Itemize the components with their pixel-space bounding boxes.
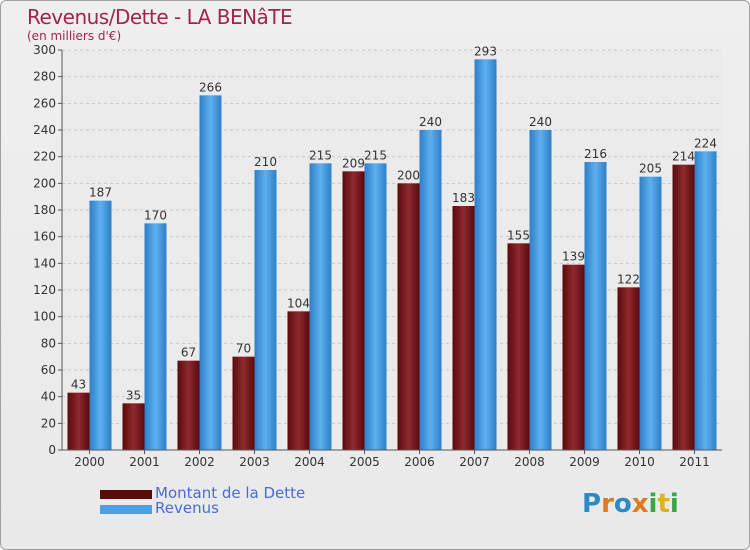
legend-swatch-dette bbox=[100, 490, 152, 499]
bar-revenus bbox=[199, 95, 222, 450]
proxiti-logo: Proxiti bbox=[582, 489, 679, 519]
x-tick-label: 2000 bbox=[74, 455, 105, 469]
x-tick-label: 2004 bbox=[294, 455, 325, 469]
data-label: 67 bbox=[181, 346, 196, 360]
y-tick-label: 60 bbox=[41, 363, 56, 377]
logo-letter: o bbox=[613, 489, 632, 519]
y-tick-label: 240 bbox=[33, 123, 56, 137]
logo-letter: x bbox=[631, 489, 649, 519]
legend-label-revenus: Revenus bbox=[155, 499, 219, 517]
x-tick-label: 2005 bbox=[349, 455, 380, 469]
data-label: 266 bbox=[199, 80, 222, 94]
bar-revenus bbox=[584, 162, 607, 450]
data-label: 35 bbox=[126, 388, 141, 402]
data-label: 215 bbox=[309, 148, 332, 162]
data-label: 224 bbox=[694, 136, 717, 150]
data-label: 215 bbox=[364, 148, 387, 162]
x-tick-label: 2001 bbox=[129, 455, 160, 469]
bar-revenus bbox=[419, 130, 442, 450]
x-tick-label: 2002 bbox=[184, 455, 215, 469]
bar-dette bbox=[122, 403, 145, 450]
x-tick-label: 2010 bbox=[624, 455, 655, 469]
bar-revenus bbox=[639, 176, 662, 450]
data-label: 187 bbox=[89, 186, 112, 200]
bar-revenus bbox=[694, 151, 717, 451]
data-label: 205 bbox=[639, 162, 662, 176]
x-tick-label: 2006 bbox=[404, 455, 435, 469]
data-label: 170 bbox=[144, 208, 167, 222]
bar-dette bbox=[562, 264, 585, 450]
x-tick-label: 2009 bbox=[569, 455, 600, 469]
bar-revenus bbox=[254, 170, 277, 450]
y-tick-label: 20 bbox=[41, 416, 56, 430]
plot-area bbox=[62, 50, 722, 450]
bar-revenus bbox=[364, 163, 387, 451]
logo-letter: t bbox=[657, 489, 670, 519]
logo-letter: r bbox=[601, 489, 614, 519]
y-tick-label: 100 bbox=[33, 310, 56, 324]
chart-subtitle: (en milliers d'€) bbox=[27, 29, 122, 43]
bar-dette bbox=[342, 171, 365, 451]
x-tick-label: 2011 bbox=[679, 455, 710, 469]
y-tick-label: 180 bbox=[33, 203, 56, 217]
y-tick-label: 40 bbox=[41, 390, 56, 404]
data-label: 43 bbox=[71, 378, 86, 392]
y-tick-label: 200 bbox=[33, 176, 56, 190]
data-label: 214 bbox=[672, 150, 695, 164]
logo-letter: i bbox=[669, 489, 679, 519]
data-label: 240 bbox=[529, 115, 552, 129]
data-label: 216 bbox=[584, 147, 607, 161]
data-label: 155 bbox=[507, 228, 530, 242]
y-tick-label: 280 bbox=[33, 70, 56, 84]
legend-label-dette: Montant de la Dette bbox=[155, 484, 306, 502]
logo-letter: i bbox=[648, 489, 658, 519]
data-label: 183 bbox=[452, 191, 475, 205]
y-tick-label: 160 bbox=[33, 230, 56, 244]
bar-dette bbox=[232, 356, 255, 450]
bar-revenus bbox=[474, 59, 497, 450]
data-label: 200 bbox=[397, 168, 420, 182]
y-tick-label: 0 bbox=[48, 443, 56, 457]
bar-revenus bbox=[309, 163, 332, 451]
bar-dette bbox=[397, 183, 420, 451]
legend-swatch-revenus bbox=[100, 505, 152, 514]
y-tick-label: 220 bbox=[33, 150, 56, 164]
data-label: 104 bbox=[287, 296, 310, 310]
logo-letter: P bbox=[582, 489, 602, 519]
bar-dette bbox=[507, 243, 530, 450]
x-tick-label: 2003 bbox=[239, 455, 270, 469]
bar-revenus bbox=[144, 223, 167, 450]
y-tick-label: 260 bbox=[33, 96, 56, 110]
bar-dette bbox=[452, 206, 475, 450]
bar-dette bbox=[617, 287, 640, 450]
data-label: 139 bbox=[562, 250, 585, 264]
data-label: 70 bbox=[236, 342, 251, 356]
x-tick-label: 2007 bbox=[459, 455, 490, 469]
y-tick-label: 140 bbox=[33, 256, 56, 270]
data-label: 210 bbox=[254, 155, 277, 169]
bar-dette bbox=[67, 392, 90, 450]
y-tick-label: 120 bbox=[33, 283, 56, 297]
bar-dette bbox=[177, 360, 200, 450]
bar-revenus bbox=[89, 200, 112, 450]
bar-dette bbox=[287, 311, 310, 450]
x-tick-label: 2008 bbox=[514, 455, 545, 469]
chart-title: Revenus/Dette - LA BENâTE bbox=[27, 5, 293, 29]
y-tick-label: 80 bbox=[41, 336, 56, 350]
bar-dette bbox=[672, 164, 695, 450]
bar-revenus bbox=[529, 130, 552, 450]
data-label: 293 bbox=[474, 44, 497, 58]
data-label: 240 bbox=[419, 115, 442, 129]
y-tick-label: 300 bbox=[33, 43, 56, 57]
data-label: 122 bbox=[617, 272, 640, 286]
data-label: 209 bbox=[342, 156, 365, 170]
